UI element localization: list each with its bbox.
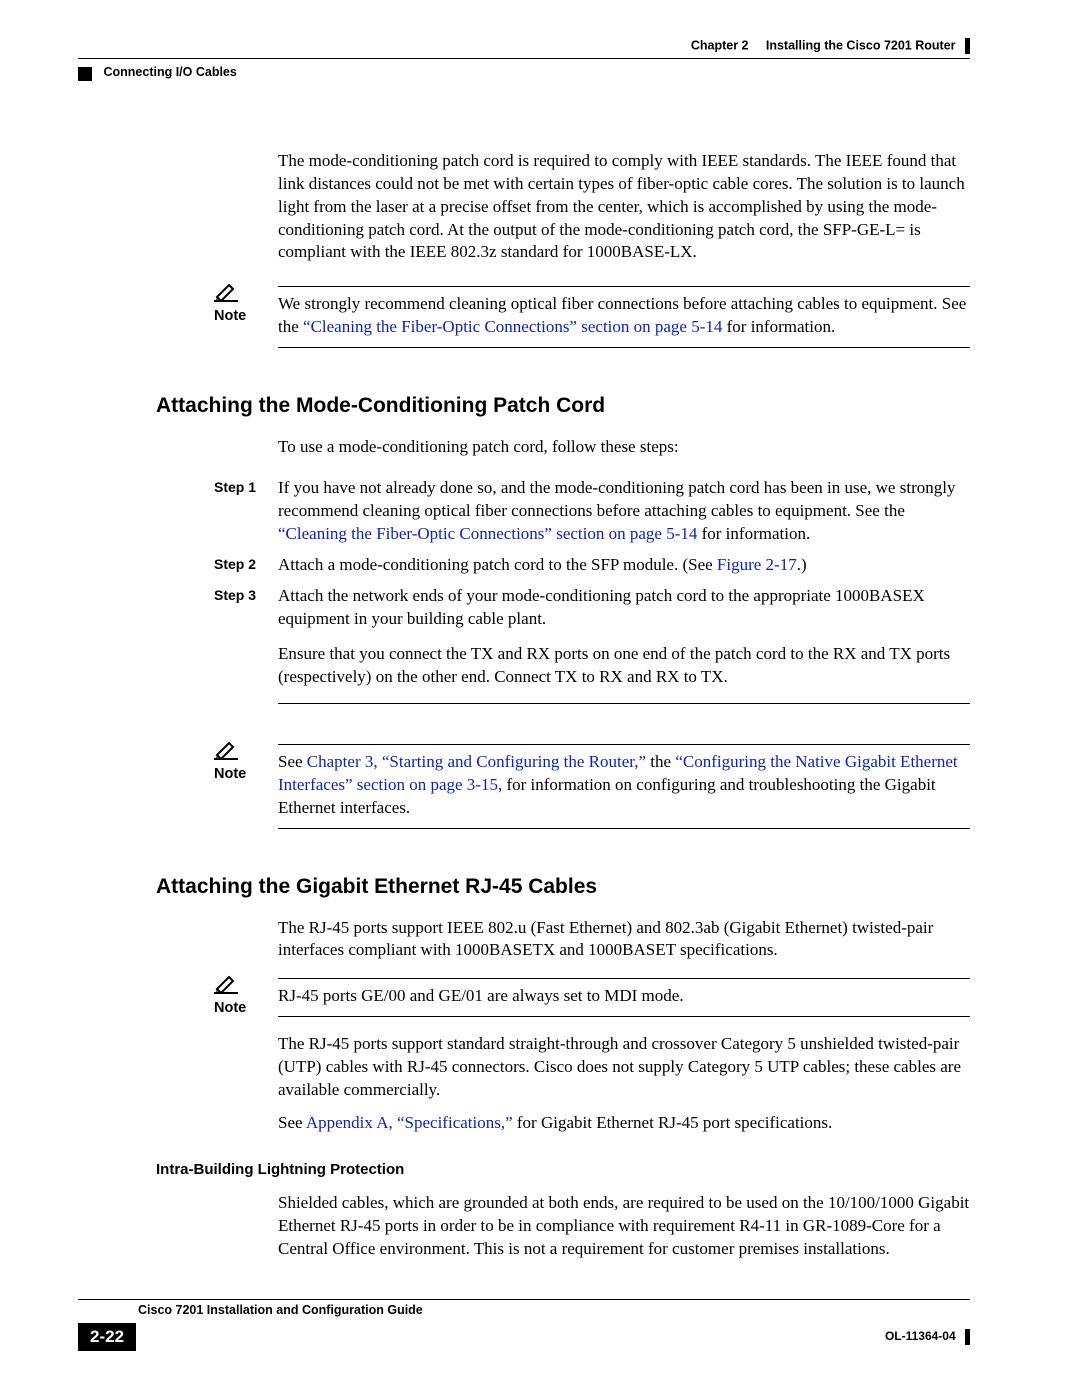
link-figure-2-17[interactable]: Figure 2-17 — [717, 555, 797, 574]
note-icon — [214, 740, 254, 760]
note-body: RJ-45 ports GE/00 and GE/01 are always s… — [278, 978, 970, 1017]
step-body: If you have not already done so, and the… — [278, 477, 970, 546]
sec2-p2: The RJ-45 ports support standard straigh… — [278, 1033, 970, 1102]
step-body: Attach a mode-conditioning patch cord to… — [278, 554, 807, 577]
intro-paragraph: The mode-conditioning patch cord is requ… — [278, 150, 970, 265]
note-label: Note — [214, 308, 246, 324]
note-label: Note — [214, 1000, 246, 1016]
footer-marker-icon — [965, 1329, 970, 1345]
s2b: .) — [797, 555, 807, 574]
doc-id: OL-11364-04 — [885, 1329, 956, 1343]
s1a: If you have not already done so, and the… — [278, 478, 955, 520]
page-number: 2-22 — [78, 1323, 136, 1351]
s1b: for information. — [697, 524, 810, 543]
link-cleaning-fiber[interactable]: “Cleaning the Fiber-Optic Connections” s… — [303, 317, 722, 336]
subsection-lightning: Intra-Building Lightning Protection — [156, 1161, 970, 1178]
footer-doc-title: Cisco 7201 Installation and Configuratio… — [138, 1303, 423, 1317]
header-rule — [78, 58, 970, 59]
running-header: Chapter 2 Installing the Cisco 7201 Rout… — [691, 38, 970, 54]
n2b: the — [646, 752, 675, 771]
p3b: for Gigabit Ethernet RJ-45 port specific… — [513, 1113, 833, 1132]
step-extra: Ensure that you connect the TX and RX po… — [278, 643, 970, 689]
s2a: Attach a mode-conditioning patch cord to… — [278, 555, 717, 574]
link-appendix-a[interactable]: Appendix A, “Specifications,” — [306, 1113, 513, 1132]
section-marker-icon — [78, 67, 92, 81]
section-heading-rj45: Attaching the Gigabit Ethernet RJ-45 Cab… — [156, 875, 970, 899]
p3a: See — [278, 1113, 306, 1132]
section-heading-patch-cord: Attaching the Mode-Conditioning Patch Co… — [156, 394, 970, 418]
chapter-title: Installing the Cisco 7201 Router — [766, 38, 956, 52]
step-label: Step 1 — [214, 477, 278, 546]
step-label: Step 3 — [214, 585, 278, 631]
link-cleaning-fiber-2[interactable]: “Cleaning the Fiber-Optic Connections” s… — [278, 524, 697, 543]
steps-end-rule — [278, 703, 970, 704]
step-label: Step 2 — [214, 554, 278, 577]
sec3-p: Shielded cables, which are grounded at b… — [278, 1192, 970, 1261]
note-icon — [214, 974, 254, 994]
note-body: We strongly recommend cleaning optical f… — [278, 286, 970, 348]
section-name: Connecting I/O Cables — [103, 65, 236, 79]
header-marker-icon — [965, 38, 970, 54]
note-icon — [214, 282, 254, 302]
step-body: Attach the network ends of your mode-con… — [278, 585, 970, 631]
link-chapter-3[interactable]: Chapter 3, “Starting and Configuring the… — [307, 752, 646, 771]
chapter-label: Chapter 2 — [691, 38, 749, 52]
note-body: See Chapter 3, “Starting and Configuring… — [278, 744, 970, 829]
note1-text2: for information. — [722, 317, 835, 336]
footer-rule — [78, 1299, 970, 1300]
note-label: Note — [214, 766, 246, 782]
sec1-lead: To use a mode-conditioning patch cord, f… — [278, 436, 970, 459]
sec2-p1: The RJ-45 ports support IEEE 802.u (Fast… — [278, 917, 970, 963]
page-footer: Cisco 7201 Installation and Configuratio… — [78, 1299, 970, 1351]
sec2-p3: See Appendix A, “Specifications,” for Gi… — [278, 1112, 970, 1135]
n2a: See — [278, 752, 307, 771]
